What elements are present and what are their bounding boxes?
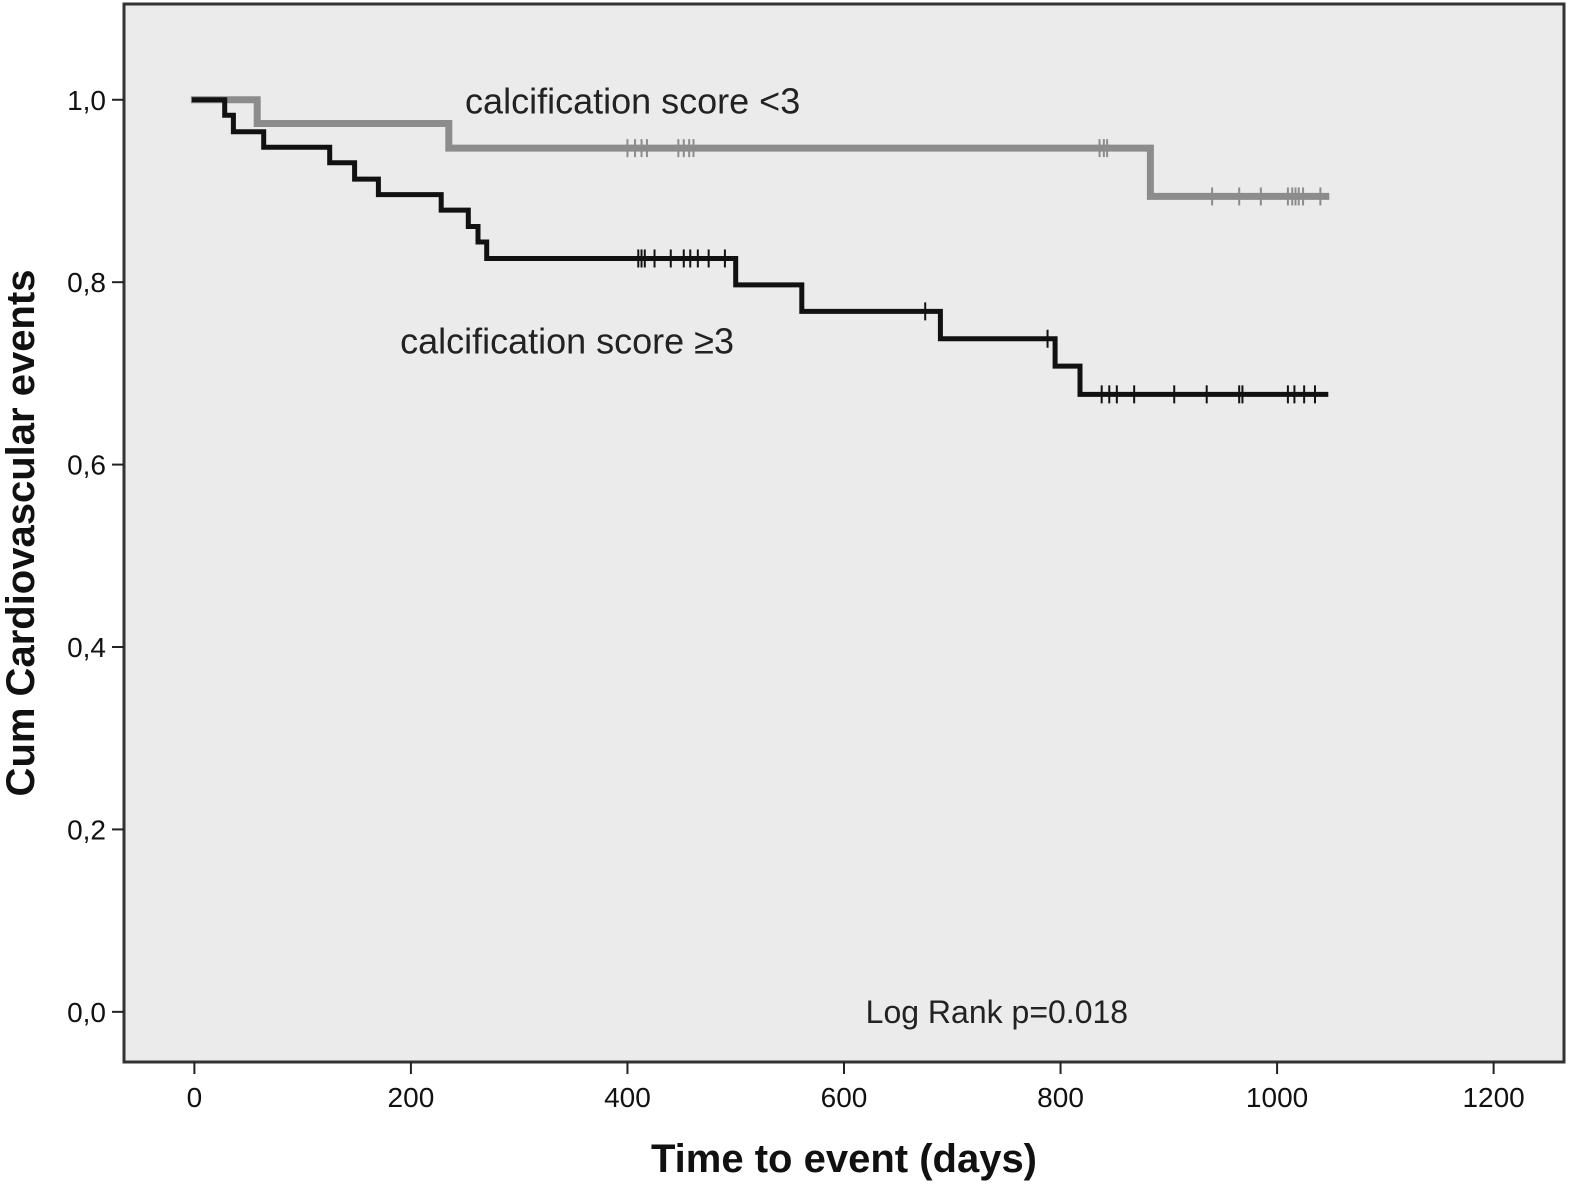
- x-tick-label: 800: [1037, 1082, 1084, 1113]
- x-tick-label: 600: [821, 1082, 868, 1113]
- survival-curve-1: [190, 96, 1330, 200]
- annotation-label: Log Rank p=0.018: [866, 994, 1128, 1030]
- survival-curve-2: [191, 97, 1329, 397]
- x-tick-label: 200: [388, 1082, 435, 1113]
- chart-marks: 0,0 0,2 0,4 0,6 0,8 1,0 0 200 400 600 800 1000 1200 c…: [67, 80, 1525, 1113]
- y-axis-title: Cum Cardiovascular events: [0, 270, 43, 797]
- annotation-label: calcification score <3: [465, 80, 800, 121]
- x-tick-label: 400: [604, 1082, 651, 1113]
- annotation-label: calcification score ≥3: [400, 320, 734, 361]
- y-tick-label: 0,6: [67, 450, 106, 481]
- x-axis-title: Time to event (days): [651, 1137, 1037, 1181]
- y-tick-label: 0,4: [67, 632, 106, 663]
- y-tick-label: 1,0: [67, 85, 106, 116]
- x-tick-label: 1000: [1246, 1082, 1308, 1113]
- y-tick-label: 0,2: [67, 814, 106, 845]
- y-tick-label: 0,8: [67, 267, 106, 298]
- x-tick-label: 0: [187, 1082, 203, 1113]
- y-tick-label: 0,0: [67, 997, 106, 1028]
- x-tick-label: 1200: [1462, 1082, 1524, 1113]
